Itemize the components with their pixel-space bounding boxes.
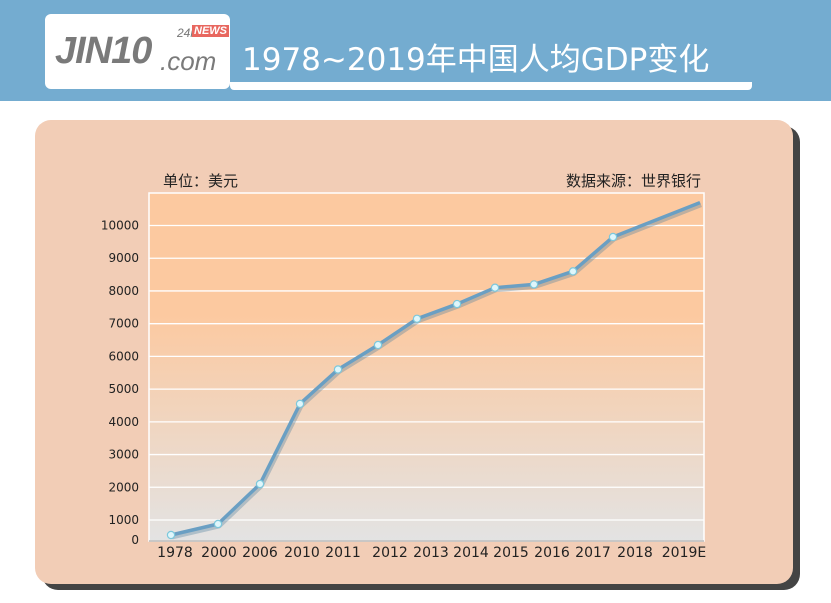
unit-label: 单位：美元 <box>163 172 239 190</box>
y-tick-label: 6000 <box>108 349 139 363</box>
y-tick-label: 4000 <box>108 415 139 429</box>
y-tick-label: 5000 <box>108 382 139 396</box>
x-tick-label: 2017 <box>575 545 611 561</box>
source-label: 数据来源：世界银行 <box>565 172 701 190</box>
y-tick-label: 9000 <box>108 251 139 265</box>
title-underline <box>230 82 752 90</box>
x-tick-label: 2016 <box>534 545 570 561</box>
page-title: 1978~2019年中国人均GDP变化 <box>242 42 710 78</box>
data-point <box>568 267 578 276</box>
y-tick-label: 10000 <box>101 219 139 233</box>
x-tick-label: 2018 <box>617 545 653 561</box>
data-point <box>490 283 500 292</box>
data-point <box>529 280 539 289</box>
x-tick-label: 2019E <box>662 545 706 561</box>
header-banner: JIN10 .com 24i NEWS 1978~2019年中国人均GDP变化 <box>0 0 831 101</box>
y-tick-label: 0 <box>131 533 139 547</box>
x-tick-label: 2006 <box>242 545 278 561</box>
x-tick-label: 2013 <box>413 545 449 561</box>
data-point <box>608 232 618 242</box>
data-point <box>213 519 223 529</box>
data-point <box>255 479 265 489</box>
data-point <box>412 314 422 323</box>
data-point <box>452 299 462 309</box>
x-tick-label: 2012 <box>372 545 408 561</box>
x-tick-label: 2000 <box>201 545 237 561</box>
x-tick-label: 2011 <box>325 545 361 561</box>
data-point <box>373 340 383 350</box>
data-point <box>166 530 176 540</box>
jin10-logo: JIN10 .com 24i NEWS <box>45 14 230 89</box>
x-tick-label: 1978 <box>157 545 193 561</box>
x-tick-label: 2010 <box>284 545 320 561</box>
y-tick-label: 1000 <box>108 513 139 527</box>
y-tick-label: 7000 <box>108 317 139 331</box>
y-tick-label: 8000 <box>108 284 139 298</box>
plot-area <box>148 192 705 542</box>
x-tick-label: 2014 <box>453 545 489 561</box>
data-point <box>333 365 343 374</box>
y-tick-label: 2000 <box>108 480 139 494</box>
y-tick-label: 3000 <box>108 448 139 462</box>
x-tick-label: 2015 <box>493 545 529 561</box>
data-point <box>295 399 305 409</box>
